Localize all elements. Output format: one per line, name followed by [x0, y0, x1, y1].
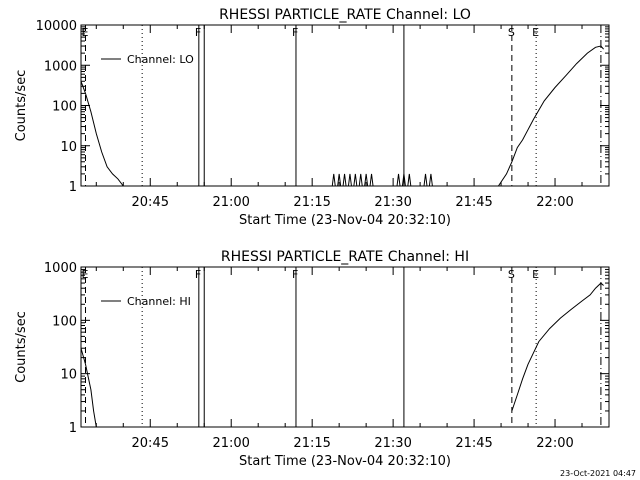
- flag-label: F: [195, 26, 201, 39]
- x-tick-label: 21:00: [212, 436, 249, 451]
- legend-label: Channel: LO: [127, 53, 194, 66]
- y-tick-label: 10: [60, 140, 77, 155]
- flag-label: E: [81, 268, 88, 281]
- chart-title: RHESSI PARTICLE_RATE Channel: LO: [219, 7, 471, 23]
- x-tick-label: 21:45: [455, 436, 492, 451]
- y-tick-label: 1000: [44, 59, 77, 74]
- panel-lo: RHESSI PARTICLE_RATE Channel: LO Start Ti…: [14, 7, 610, 228]
- sparse-point: [337, 173, 342, 187]
- x-tick-label: 21:30: [374, 195, 411, 210]
- flag-label: E: [532, 26, 539, 39]
- sparse-point: [396, 173, 401, 187]
- panel-hi: RHESSI PARTICLE_RATE Channel: HI Start Ti…: [14, 249, 610, 469]
- flag-label: S: [508, 268, 515, 281]
- sparse-point: [407, 173, 412, 187]
- y-tick-label: 1: [69, 180, 77, 195]
- plot-frame: [80, 24, 610, 187]
- sparse-point: [353, 173, 358, 187]
- flag-label: F: [292, 268, 298, 281]
- sparse-point: [369, 173, 374, 187]
- flag-label: S: [508, 26, 515, 39]
- y-tick-label: 1000: [44, 261, 77, 276]
- y-tick-label: 10000: [36, 19, 77, 34]
- x-axis-label: Start Time (23-Nov-04 20:32:10): [239, 213, 451, 228]
- plot-frame: [80, 266, 610, 428]
- footer-timestamp: 23-Oct-2021 04:47: [560, 469, 636, 478]
- sparse-point: [428, 173, 433, 187]
- series-line: [511, 282, 604, 412]
- x-tick-label: 21:15: [293, 195, 330, 210]
- sparse-point: [347, 173, 352, 187]
- y-tick-label: 100: [52, 314, 77, 329]
- y-tick-label: 100: [52, 100, 77, 115]
- sparse-point: [342, 173, 347, 187]
- flag-label: F: [195, 268, 201, 281]
- x-tick-label: 21:30: [374, 436, 411, 451]
- x-tick-label: 21:15: [293, 436, 330, 451]
- x-tick-label: 20:45: [132, 195, 169, 210]
- x-axis-label: Start Time (23-Nov-04 20:32:10): [239, 454, 451, 469]
- series-line: [80, 348, 97, 428]
- flag-label: F: [292, 26, 298, 39]
- x-tick-label: 22:00: [536, 195, 573, 210]
- sparse-point: [331, 173, 336, 187]
- y-tick-label: 10: [60, 368, 77, 383]
- sparse-point: [364, 173, 369, 187]
- y-axis-label: Counts/sec: [14, 311, 29, 383]
- y-tick-label: 1: [69, 421, 77, 436]
- sparse-point: [401, 173, 406, 187]
- series-line: [80, 81, 124, 187]
- x-tick-label: 21:45: [455, 195, 492, 210]
- flag-label: E: [81, 26, 88, 39]
- flag-label: E: [532, 268, 539, 281]
- series-line: [497, 45, 604, 187]
- y-axis-label: Counts/sec: [14, 70, 29, 142]
- x-tick-label: 21:00: [212, 195, 249, 210]
- chart-title: RHESSI PARTICLE_RATE Channel: HI: [221, 249, 469, 265]
- sparse-point: [423, 173, 428, 187]
- x-tick-label: 22:00: [536, 436, 573, 451]
- legend-label: Channel: HI: [127, 295, 191, 308]
- sparse-point: [358, 173, 363, 187]
- x-tick-label: 20:45: [132, 436, 169, 451]
